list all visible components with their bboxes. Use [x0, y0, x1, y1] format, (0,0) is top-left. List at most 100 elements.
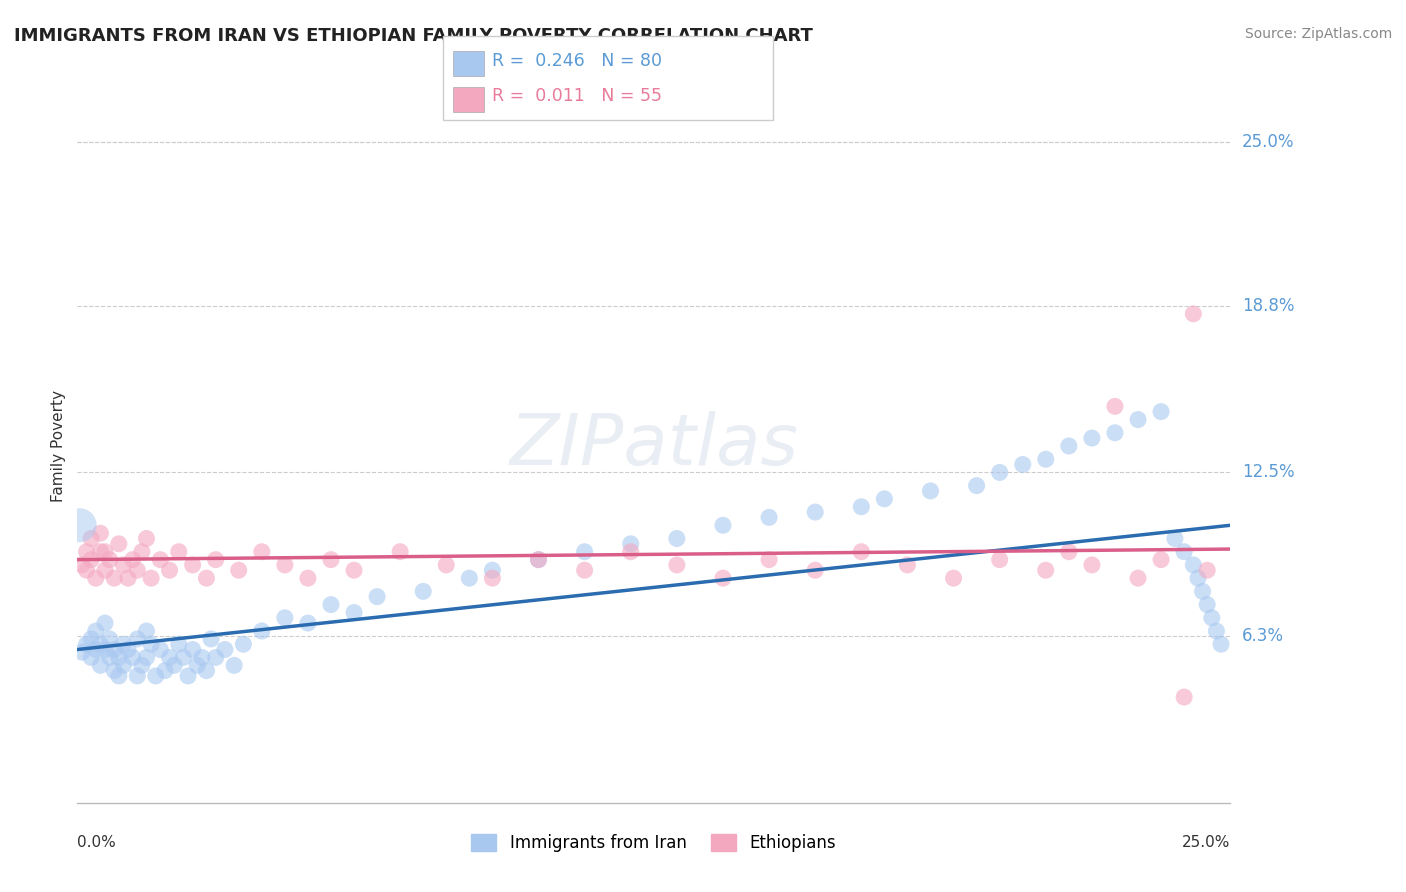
- Point: [297, 571, 319, 585]
- Point: [434, 558, 457, 572]
- Point: [204, 552, 226, 566]
- Point: [343, 563, 366, 577]
- Point: [988, 552, 1011, 566]
- Point: [127, 563, 149, 577]
- Point: [1126, 412, 1149, 426]
- Text: 25.0%: 25.0%: [1241, 133, 1295, 151]
- Point: [117, 642, 139, 657]
- Point: [232, 637, 254, 651]
- Point: [191, 650, 214, 665]
- Point: [149, 552, 172, 566]
- Point: [98, 552, 121, 566]
- Point: [620, 537, 643, 551]
- Point: [89, 526, 111, 541]
- Point: [1057, 545, 1080, 559]
- Point: [1104, 425, 1126, 440]
- Point: [1035, 452, 1057, 467]
- Point: [98, 632, 121, 646]
- Point: [195, 664, 218, 678]
- Point: [80, 650, 103, 665]
- Point: [389, 545, 412, 559]
- Point: [873, 491, 896, 506]
- Point: [966, 478, 988, 492]
- Point: [121, 552, 143, 566]
- Point: [942, 571, 965, 585]
- Point: [167, 545, 190, 559]
- Point: [804, 505, 827, 519]
- Point: [80, 532, 103, 546]
- Point: [896, 558, 918, 572]
- Point: [153, 664, 176, 678]
- Point: [181, 558, 204, 572]
- Point: [1197, 563, 1219, 577]
- Point: [127, 669, 149, 683]
- Point: [250, 545, 273, 559]
- Point: [214, 642, 236, 657]
- Point: [665, 532, 688, 546]
- Point: [1197, 598, 1219, 612]
- Point: [94, 545, 117, 559]
- Text: 6.3%: 6.3%: [1241, 627, 1284, 645]
- Point: [108, 650, 131, 665]
- Point: [186, 658, 208, 673]
- Point: [1164, 532, 1187, 546]
- Point: [1081, 558, 1104, 572]
- Point: [1150, 404, 1173, 418]
- Point: [1150, 552, 1173, 566]
- Point: [620, 545, 643, 559]
- Point: [1209, 637, 1232, 651]
- Point: [76, 545, 98, 559]
- Point: [84, 624, 107, 638]
- Point: [1201, 611, 1223, 625]
- Point: [274, 558, 297, 572]
- Point: [167, 637, 190, 651]
- Point: [177, 669, 200, 683]
- Point: [135, 624, 157, 638]
- Text: 12.5%: 12.5%: [1241, 464, 1295, 482]
- Point: [481, 571, 503, 585]
- Point: [159, 563, 181, 577]
- Point: [319, 598, 342, 612]
- Point: [163, 658, 186, 673]
- Point: [103, 642, 125, 657]
- Point: [89, 637, 111, 651]
- Point: [84, 642, 107, 657]
- Point: [297, 616, 319, 631]
- Point: [366, 590, 388, 604]
- Text: R =  0.246   N = 80: R = 0.246 N = 80: [492, 52, 662, 70]
- Point: [98, 650, 121, 665]
- Point: [412, 584, 434, 599]
- Point: [758, 510, 780, 524]
- Point: [112, 558, 135, 572]
- Point: [139, 637, 162, 651]
- Text: R =  0.011   N = 55: R = 0.011 N = 55: [492, 87, 662, 105]
- Point: [1104, 400, 1126, 414]
- Point: [1173, 690, 1195, 704]
- Point: [458, 571, 481, 585]
- Point: [1187, 571, 1209, 585]
- Point: [1057, 439, 1080, 453]
- Point: [70, 558, 93, 572]
- Point: [1205, 624, 1227, 638]
- Point: [250, 624, 273, 638]
- Point: [574, 563, 596, 577]
- Point: [1011, 458, 1033, 472]
- Point: [200, 632, 222, 646]
- Legend: Immigrants from Iran, Ethiopians: Immigrants from Iran, Ethiopians: [464, 827, 844, 859]
- Point: [1081, 431, 1104, 445]
- Point: [1035, 563, 1057, 577]
- Point: [665, 558, 688, 572]
- Point: [89, 545, 111, 559]
- Point: [135, 532, 157, 546]
- Point: [228, 563, 250, 577]
- Point: [172, 650, 194, 665]
- Point: [851, 545, 873, 559]
- Point: [224, 658, 246, 673]
- Point: [527, 552, 550, 566]
- Point: [711, 518, 734, 533]
- Point: [108, 537, 131, 551]
- Point: [274, 611, 297, 625]
- Point: [195, 571, 218, 585]
- Point: [69, 518, 91, 533]
- Point: [89, 658, 111, 673]
